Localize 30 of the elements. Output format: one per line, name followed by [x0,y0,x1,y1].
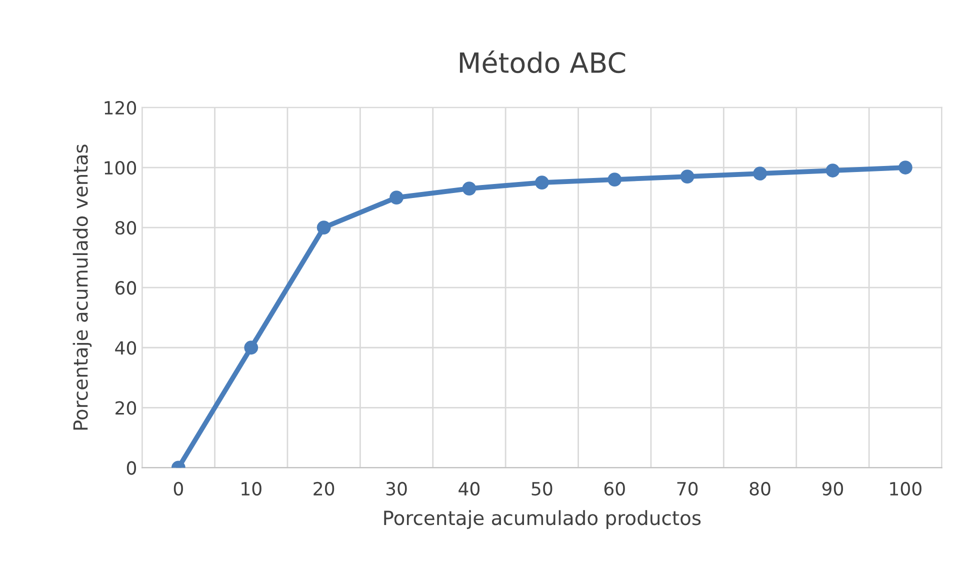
x-tick-label: 10 [242,482,262,496]
y-tick-label: 120 [104,100,136,115]
y-axis-title: Porcentaje acumulado ventas [72,144,92,430]
point [680,170,694,184]
y-tick-label: 60 [116,281,136,295]
y-tick-label: 40 [115,341,136,355]
x-tick-label: 30 [386,482,407,496]
x-tick-label: 50 [532,482,552,496]
x-axis-title: Porcentaje acumulado productos [384,510,701,529]
x-tick-label: 100 [890,482,922,496]
point [898,160,912,174]
x-tick-label: 0 [174,482,183,496]
y-tick-label: 0 [126,461,136,475]
point [462,182,476,196]
x-tick-label: 60 [604,482,625,496]
point [534,176,549,190]
y-tick-label: 80 [115,221,136,235]
x-tick-label: 90 [822,482,843,496]
x-tick-label: 20 [314,482,334,496]
x-tick-label: 40 [458,482,480,496]
point [753,166,767,180]
chart-title: Método ABC [460,50,626,74]
x-tick-label: 80 [750,482,770,496]
y-tick-label: 20 [116,401,136,415]
point [316,220,331,235]
point [826,164,840,178]
y-tick-label: 100 [104,160,136,175]
point [608,172,622,186]
point [390,190,404,204]
x-tick-label: 70 [677,482,698,496]
